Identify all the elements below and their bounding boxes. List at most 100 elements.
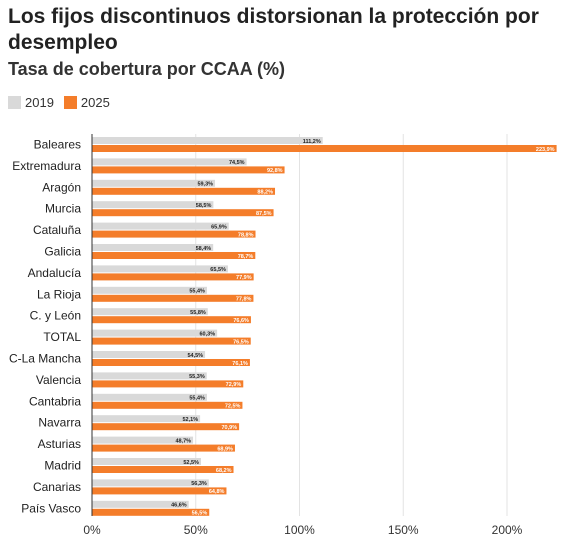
category-label: La Rioja [37,287,81,301]
data-label-2025: 77,8% [236,297,252,303]
bar-2019 [92,179,216,187]
bar-2025 [92,187,276,195]
data-label-2025: 72,9% [226,382,242,388]
data-label-2025: 92,8% [267,168,283,174]
data-label-2019: 74,5% [229,160,245,166]
bar-2025 [92,209,274,217]
data-label-2025: 64,8% [209,489,225,495]
category-label: Canarias [33,480,81,494]
bar-2025 [92,145,557,152]
category-label: C. y León [30,309,81,323]
chart-subtitle: Tasa de cobertura por CCAA (%) [8,59,286,79]
data-label-2019: 46,6% [171,503,187,509]
data-label-2019: 65,9% [211,224,227,230]
data-label-2025: 68,2% [216,468,232,474]
category-label: C-La Mancha [9,352,81,366]
bar-2019 [92,351,206,358]
bar-2025 [92,380,244,388]
bar-2025 [92,444,235,452]
bar-2019 [92,222,229,230]
data-label-2019: 48,7% [175,438,191,444]
data-label-2019: 55,3% [189,374,205,380]
data-label-2019: 54,5% [187,353,203,359]
data-label-2025: 72,5% [225,404,241,410]
bar-2025 [92,273,254,281]
category-label: Aragón [42,180,81,194]
bar-2019 [92,500,189,508]
bar-2019 [92,158,247,166]
legend-swatch-2019 [8,96,21,109]
bar-2019 [92,308,208,316]
bar-2025 [92,401,243,409]
legend-label-2019: 2019 [25,95,54,110]
legend-item-2019: 2019 [8,95,54,110]
bar-2019 [92,458,201,465]
data-label-2025: 76,5% [233,339,249,345]
data-label-2019: 58,4% [196,246,212,252]
category-label: Baleares [34,138,81,152]
data-label-2019: 59,3% [197,182,213,188]
bar-2025 [92,337,251,345]
category-label: Andalucía [28,266,82,280]
data-label-2025: 56,5% [192,511,208,517]
category-label: Galicia [44,245,81,259]
category-label: Madrid [44,459,81,473]
data-label-2019: 111,2% [303,139,321,145]
data-label-2019: 52,5% [183,460,199,466]
bar-2025 [92,294,254,302]
x-tick-label-3: 150% [388,523,419,537]
category-label: Extremadura [12,159,81,173]
bar-2019 [92,201,214,209]
data-label-2025: 76,1% [232,361,248,367]
data-label-2025: 68,9% [217,446,233,452]
bar-2025 [92,359,250,366]
category-label: Cantabria [29,394,81,408]
category-label: TOTAL [43,330,81,344]
bar-2025 [92,487,227,495]
category-label: Murcia [45,202,81,216]
data-label-2025: 70,9% [222,425,238,431]
data-label-2019: 58,5% [196,203,212,209]
data-label-2025: 223,9% [536,147,555,153]
chart-title: Los fijos discontinuos distorsionan la p… [8,5,539,54]
x-tick-label-2: 100% [284,523,315,537]
data-label-2025: 77,9% [236,275,252,281]
x-tick-label-0: 0% [83,523,101,537]
bar-2019 [92,372,207,380]
bar-2025 [92,316,251,324]
data-label-2019: 55,8% [190,310,206,316]
legend: 2019 2025 [8,95,120,110]
data-label-2025: 78,7% [238,254,254,260]
bar-2019 [92,436,194,444]
bar-2025 [92,252,256,259]
bar-2019 [92,393,207,401]
data-label-2019: 52,1% [182,417,198,423]
bar-2025 [92,166,285,174]
bar-2025 [92,508,210,516]
data-label-2019: 65,5% [210,267,226,273]
category-label: Navarra [38,416,81,430]
bar-2025 [92,230,256,238]
data-label-2019: 60,3% [200,331,216,337]
bar-2025 [92,466,234,473]
category-label: Valencia [36,373,81,387]
bar-2019 [92,479,209,487]
data-label-2025: 88,2% [257,190,273,196]
bar-2019 [92,244,214,251]
bar-2019 [92,329,218,337]
data-label-2025: 76,6% [233,318,249,324]
bar-2019 [92,265,228,273]
legend-label-2025: 2025 [80,95,110,110]
bar-2025 [92,423,240,431]
x-tick-label-1: 50% [184,523,208,537]
data-label-2025: 78,8% [238,232,254,238]
bar-2019 [92,415,201,423]
category-label: País Vasco [21,501,81,515]
data-label-2019: 55,4% [189,396,205,402]
data-label-2019: 55,4% [189,289,205,295]
bar-2019 [92,286,207,294]
bar-2019 [92,137,323,144]
category-label: Asturias [38,437,81,451]
data-label-2025: 87,5% [256,211,272,217]
